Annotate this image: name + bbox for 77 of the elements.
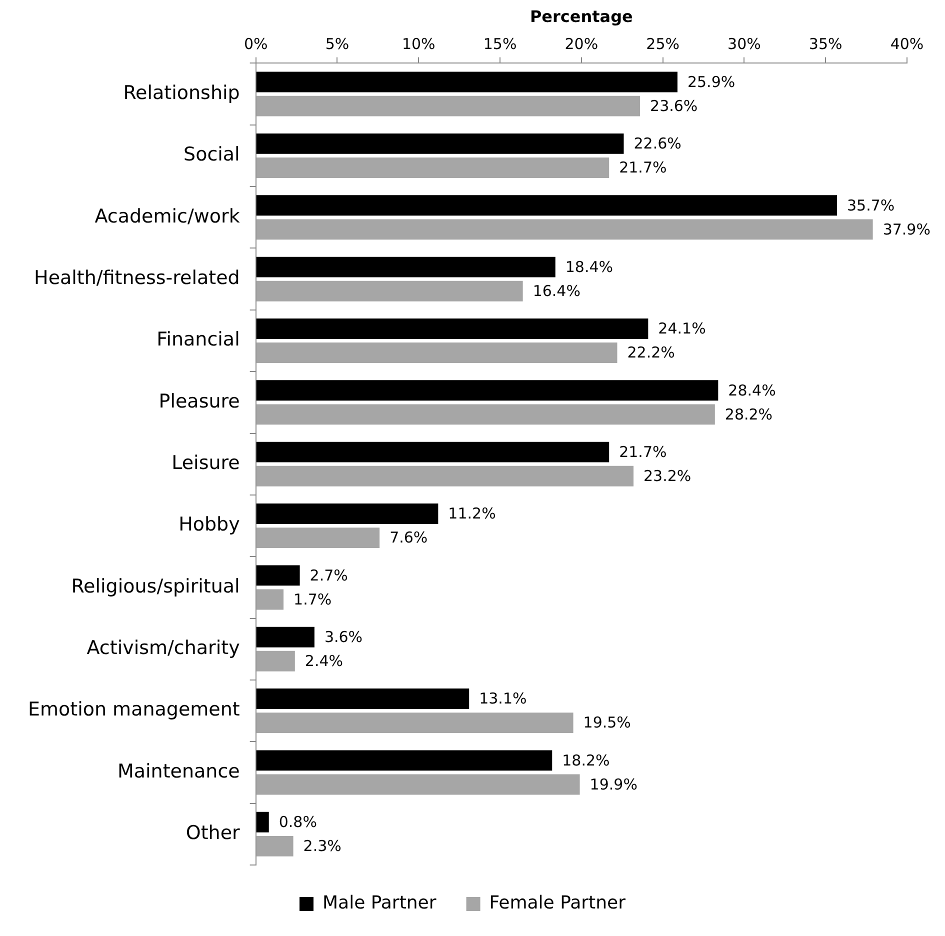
data-label: 25.9%	[687, 72, 736, 91]
y-tick-label: Health/fitness-related	[34, 267, 240, 290]
legend-label: Male Partner	[322, 892, 437, 914]
x-tick-label: 0%	[244, 35, 268, 54]
y-tick-label: Religious/spiritual	[71, 575, 240, 598]
bar	[256, 442, 610, 462]
bar	[256, 650, 295, 672]
bar	[256, 380, 718, 401]
bar	[256, 72, 678, 92]
data-label: 37.9%	[882, 220, 930, 238]
bar	[256, 688, 470, 710]
bar	[256, 133, 624, 154]
data-label: 21.7%	[619, 158, 667, 177]
bar	[256, 836, 294, 856]
data-label: 11.2%	[448, 504, 496, 523]
data-label: 1.7%	[294, 590, 332, 608]
x-tick-label: 5%	[325, 35, 350, 54]
x-tick-label: 10%	[402, 35, 436, 54]
y-tick-label: Activism/charity	[86, 637, 240, 660]
y-tick-label: Pleasure	[158, 390, 240, 412]
data-label: 22.2%	[627, 344, 675, 362]
x-tick-label: 30%	[728, 35, 761, 54]
data-label: 0.8%	[278, 813, 317, 832]
x-tick-label: 25%	[646, 35, 680, 54]
data-label: 2.7%	[310, 566, 348, 584]
bar	[256, 318, 648, 339]
y-tick-label: Other	[186, 822, 240, 844]
y-tick-label: Leisure	[172, 452, 240, 474]
y-tick-label: Social	[184, 144, 240, 166]
x-axis-title: Percentage	[530, 6, 634, 26]
data-label: 16.4%	[532, 282, 580, 300]
data-label: 24.1%	[658, 320, 706, 338]
bar	[256, 342, 618, 363]
bar	[256, 195, 837, 216]
bar	[256, 504, 438, 524]
y-tick-label: Hobby	[178, 514, 240, 536]
bar	[256, 404, 715, 425]
bar	[256, 626, 314, 648]
bar	[256, 96, 640, 116]
data-label: 21.7%	[619, 442, 667, 461]
data-label: 19.9%	[590, 775, 638, 794]
x-tick-label: 40%	[890, 35, 924, 54]
data-label: 23.6%	[650, 96, 698, 115]
x-tick-label: 15%	[483, 35, 517, 54]
x-tick-label: 35%	[808, 35, 842, 54]
data-label: 19.5%	[583, 714, 631, 732]
y-tick-label: Financial	[156, 328, 240, 351]
x-tick-label: 20%	[564, 35, 598, 54]
bar	[256, 812, 269, 832]
data-label: 35.7%	[847, 196, 895, 214]
y-tick-label: Academic/work	[94, 205, 240, 228]
data-label: 18.4%	[565, 258, 614, 276]
data-label: 22.6%	[634, 134, 682, 153]
data-label: 3.6%	[324, 628, 363, 646]
data-label: 23.2%	[644, 467, 692, 486]
y-tick-label: Maintenance	[117, 760, 240, 782]
bar	[256, 565, 300, 586]
data-label: 28.2%	[724, 405, 773, 424]
y-tick-label: Emotion management	[28, 698, 240, 721]
data-label: 2.3%	[303, 837, 342, 856]
y-tick-label: Relationship	[123, 82, 240, 104]
bar	[256, 280, 523, 302]
bar	[256, 158, 610, 178]
data-label: 13.1%	[479, 690, 527, 708]
data-label: 28.4%	[728, 381, 776, 400]
bar	[256, 750, 552, 771]
bar	[256, 528, 380, 548]
legend-label: Female Partner	[489, 892, 626, 914]
data-label: 18.2%	[562, 751, 610, 770]
data-label: 7.6%	[390, 528, 428, 547]
bar	[256, 256, 556, 278]
data-label: 2.4%	[304, 652, 344, 670]
bar	[256, 712, 574, 734]
bar	[256, 219, 873, 240]
bar	[256, 774, 580, 795]
bar	[256, 589, 284, 610]
bar	[256, 466, 634, 486]
